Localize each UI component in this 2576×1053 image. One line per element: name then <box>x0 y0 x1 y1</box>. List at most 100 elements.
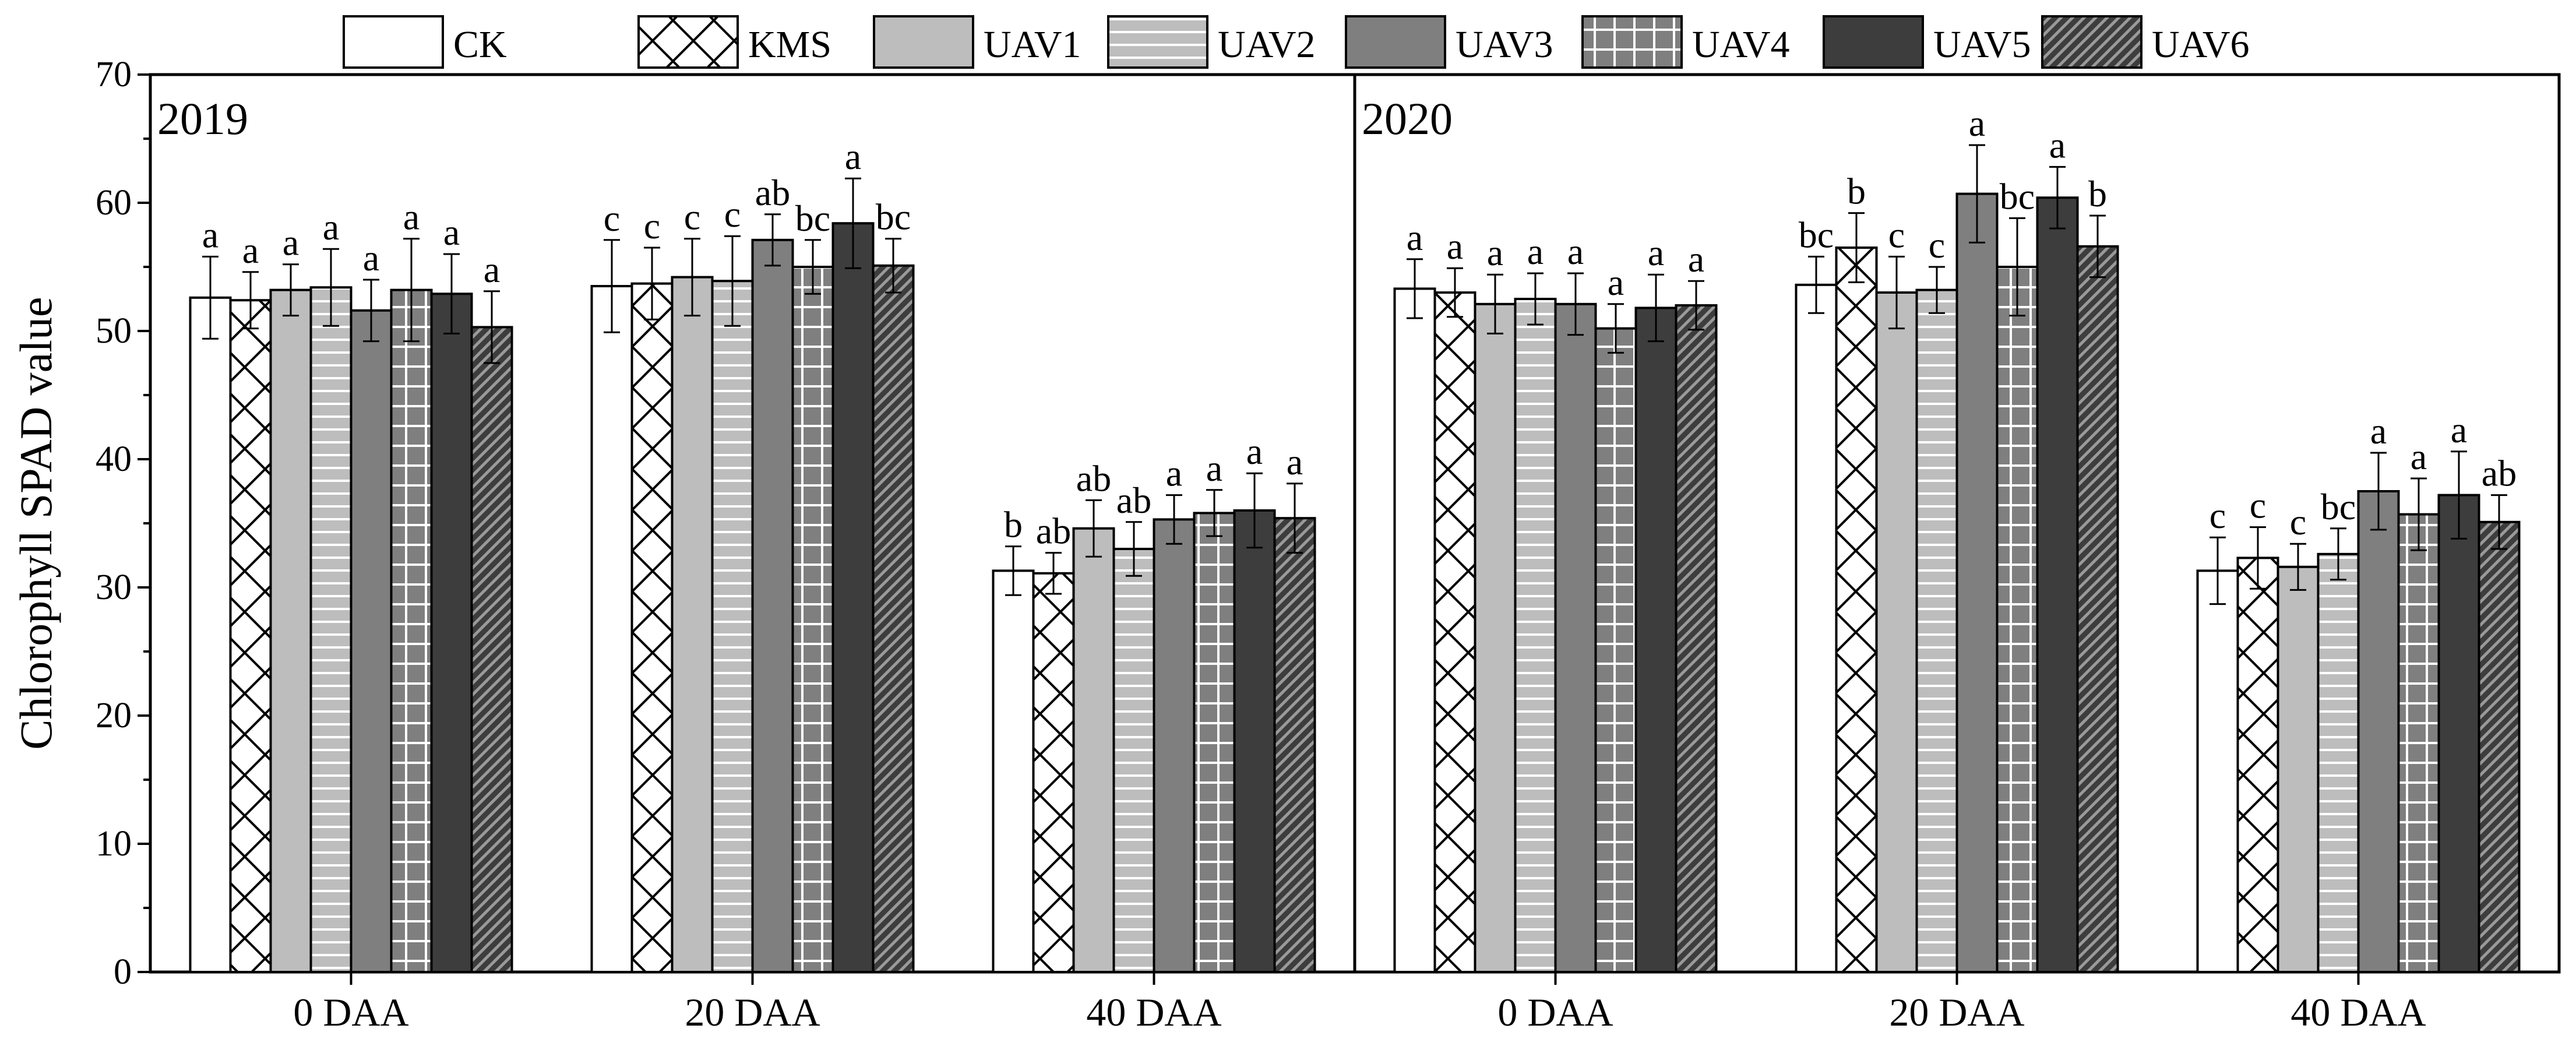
y-tick-label: 60 <box>96 183 132 223</box>
bar-UAV1 <box>671 276 714 974</box>
bar-CK <box>2196 569 2239 973</box>
panel-title: 2020 <box>1362 93 1453 144</box>
legend-swatch <box>1823 15 1924 69</box>
bar-UAV4 <box>1193 512 1236 973</box>
bar-UAV2 <box>1915 288 1958 974</box>
significance-letter: a <box>1688 238 1704 280</box>
y-axis-label: Chlorophyll SPAD value <box>10 297 61 749</box>
bar-CK <box>1393 287 1436 973</box>
bar-UAV2 <box>2317 552 2360 973</box>
bar-UAV3 <box>751 238 794 973</box>
significance-letter: c <box>1888 214 1905 255</box>
bar-UAV3 <box>350 309 393 973</box>
y-tick-label: 50 <box>96 311 132 351</box>
bar-UAV4 <box>390 288 433 974</box>
significance-letter: bc <box>1799 214 1834 255</box>
significance-letter: c <box>2250 485 2266 526</box>
x-tick-label: 0 DAA <box>293 990 408 1034</box>
legend-swatch <box>1581 15 1683 69</box>
bar-UAV6 <box>470 326 513 973</box>
legend-label: CK <box>453 23 507 66</box>
significance-letter: a <box>2049 124 2066 165</box>
legend-label: UAV4 <box>1692 23 1789 66</box>
legend-label: UAV2 <box>1218 23 1315 66</box>
legend: CK KMS UAV1 UAV2 UAV3 UAV4 UAV5 UAV6 <box>343 15 2249 69</box>
bar-UAV5 <box>430 293 473 974</box>
legend-swatch <box>637 15 739 69</box>
significance-letter: a <box>845 136 861 177</box>
bar-CK <box>992 569 1035 973</box>
bar-KMS <box>1835 246 1878 973</box>
bar-UAV3 <box>1153 518 1196 973</box>
y-tick-label: 0 <box>114 952 132 992</box>
significance-letter: c <box>2290 501 2306 543</box>
bar-UAV1 <box>2277 565 2320 973</box>
bar-CK <box>1795 283 1838 973</box>
bar-UAV4 <box>791 266 834 973</box>
significance-letter: a <box>283 222 299 263</box>
significance-letter: a <box>1206 448 1222 489</box>
significance-letter: a <box>1487 232 1503 273</box>
bar-UAV4 <box>2397 513 2440 973</box>
bar-UAV1 <box>1072 527 1115 973</box>
significance-letter: a <box>1969 103 1985 144</box>
bar-UAV6 <box>1675 304 1718 973</box>
bar-KMS <box>2236 557 2279 973</box>
bar-UAV2 <box>1112 548 1155 973</box>
significance-letter: ab <box>1036 510 1071 552</box>
y-tick-label: 10 <box>96 824 132 864</box>
significance-letter: ab <box>1116 480 1151 521</box>
significance-letter: a <box>1567 231 1584 272</box>
bar-KMS <box>1032 572 1075 973</box>
significance-letter: a <box>443 212 460 253</box>
significance-letter: a <box>1246 431 1263 472</box>
significance-letter: b <box>1004 504 1023 545</box>
bar-CK <box>590 285 633 973</box>
significance-letter: ab <box>1076 457 1111 499</box>
bar-UAV2 <box>711 280 754 974</box>
legend-swatch <box>343 15 444 69</box>
bar-UAV1 <box>1875 291 1918 973</box>
bar-KMS <box>229 299 272 974</box>
x-tick-label: 20 DAA <box>1889 990 2024 1034</box>
bar-UAV6 <box>2076 245 2119 973</box>
bar-KMS <box>630 282 674 974</box>
significance-letter: a <box>1648 232 1664 273</box>
significance-letter: c <box>1929 224 1945 266</box>
x-tick-label: 40 DAA <box>2290 990 2426 1034</box>
significance-letter: a <box>403 196 420 238</box>
significance-letter: ab <box>2482 453 2517 494</box>
bar-UAV6 <box>1273 517 1316 973</box>
significance-letter: a <box>1608 262 1624 303</box>
panel-title: 2019 <box>157 93 248 144</box>
significance-letter: bc <box>876 196 911 238</box>
bar-UAV3 <box>1955 192 1999 974</box>
significance-letter: b <box>1847 171 1866 212</box>
significance-letter: a <box>484 249 500 290</box>
bar-UAV2 <box>1514 298 1557 973</box>
significance-letter: a <box>323 206 339 248</box>
x-tick-label: 0 DAA <box>1497 990 1613 1034</box>
y-tick-label: 70 <box>96 55 132 94</box>
legend-label: UAV1 <box>984 23 1081 66</box>
significance-letter: ab <box>755 172 790 213</box>
legend-swatch <box>1345 15 1446 69</box>
legend-swatch <box>2041 15 2142 69</box>
legend-swatch <box>1107 15 1208 69</box>
significance-letter: a <box>2411 436 2427 477</box>
significance-letter: a <box>242 230 259 271</box>
significance-letter: a <box>2451 409 2467 450</box>
significance-letter: c <box>604 198 620 239</box>
legend-label: UAV6 <box>2152 23 2249 66</box>
significance-letter: b <box>2088 173 2107 214</box>
significance-letter: a <box>1447 226 1463 267</box>
significance-letter: a <box>1527 231 1544 272</box>
significance-letter: c <box>2209 495 2226 536</box>
y-tick-label: 20 <box>96 696 132 735</box>
legend-swatch <box>873 15 974 69</box>
bar-UAV6 <box>2478 520 2521 973</box>
